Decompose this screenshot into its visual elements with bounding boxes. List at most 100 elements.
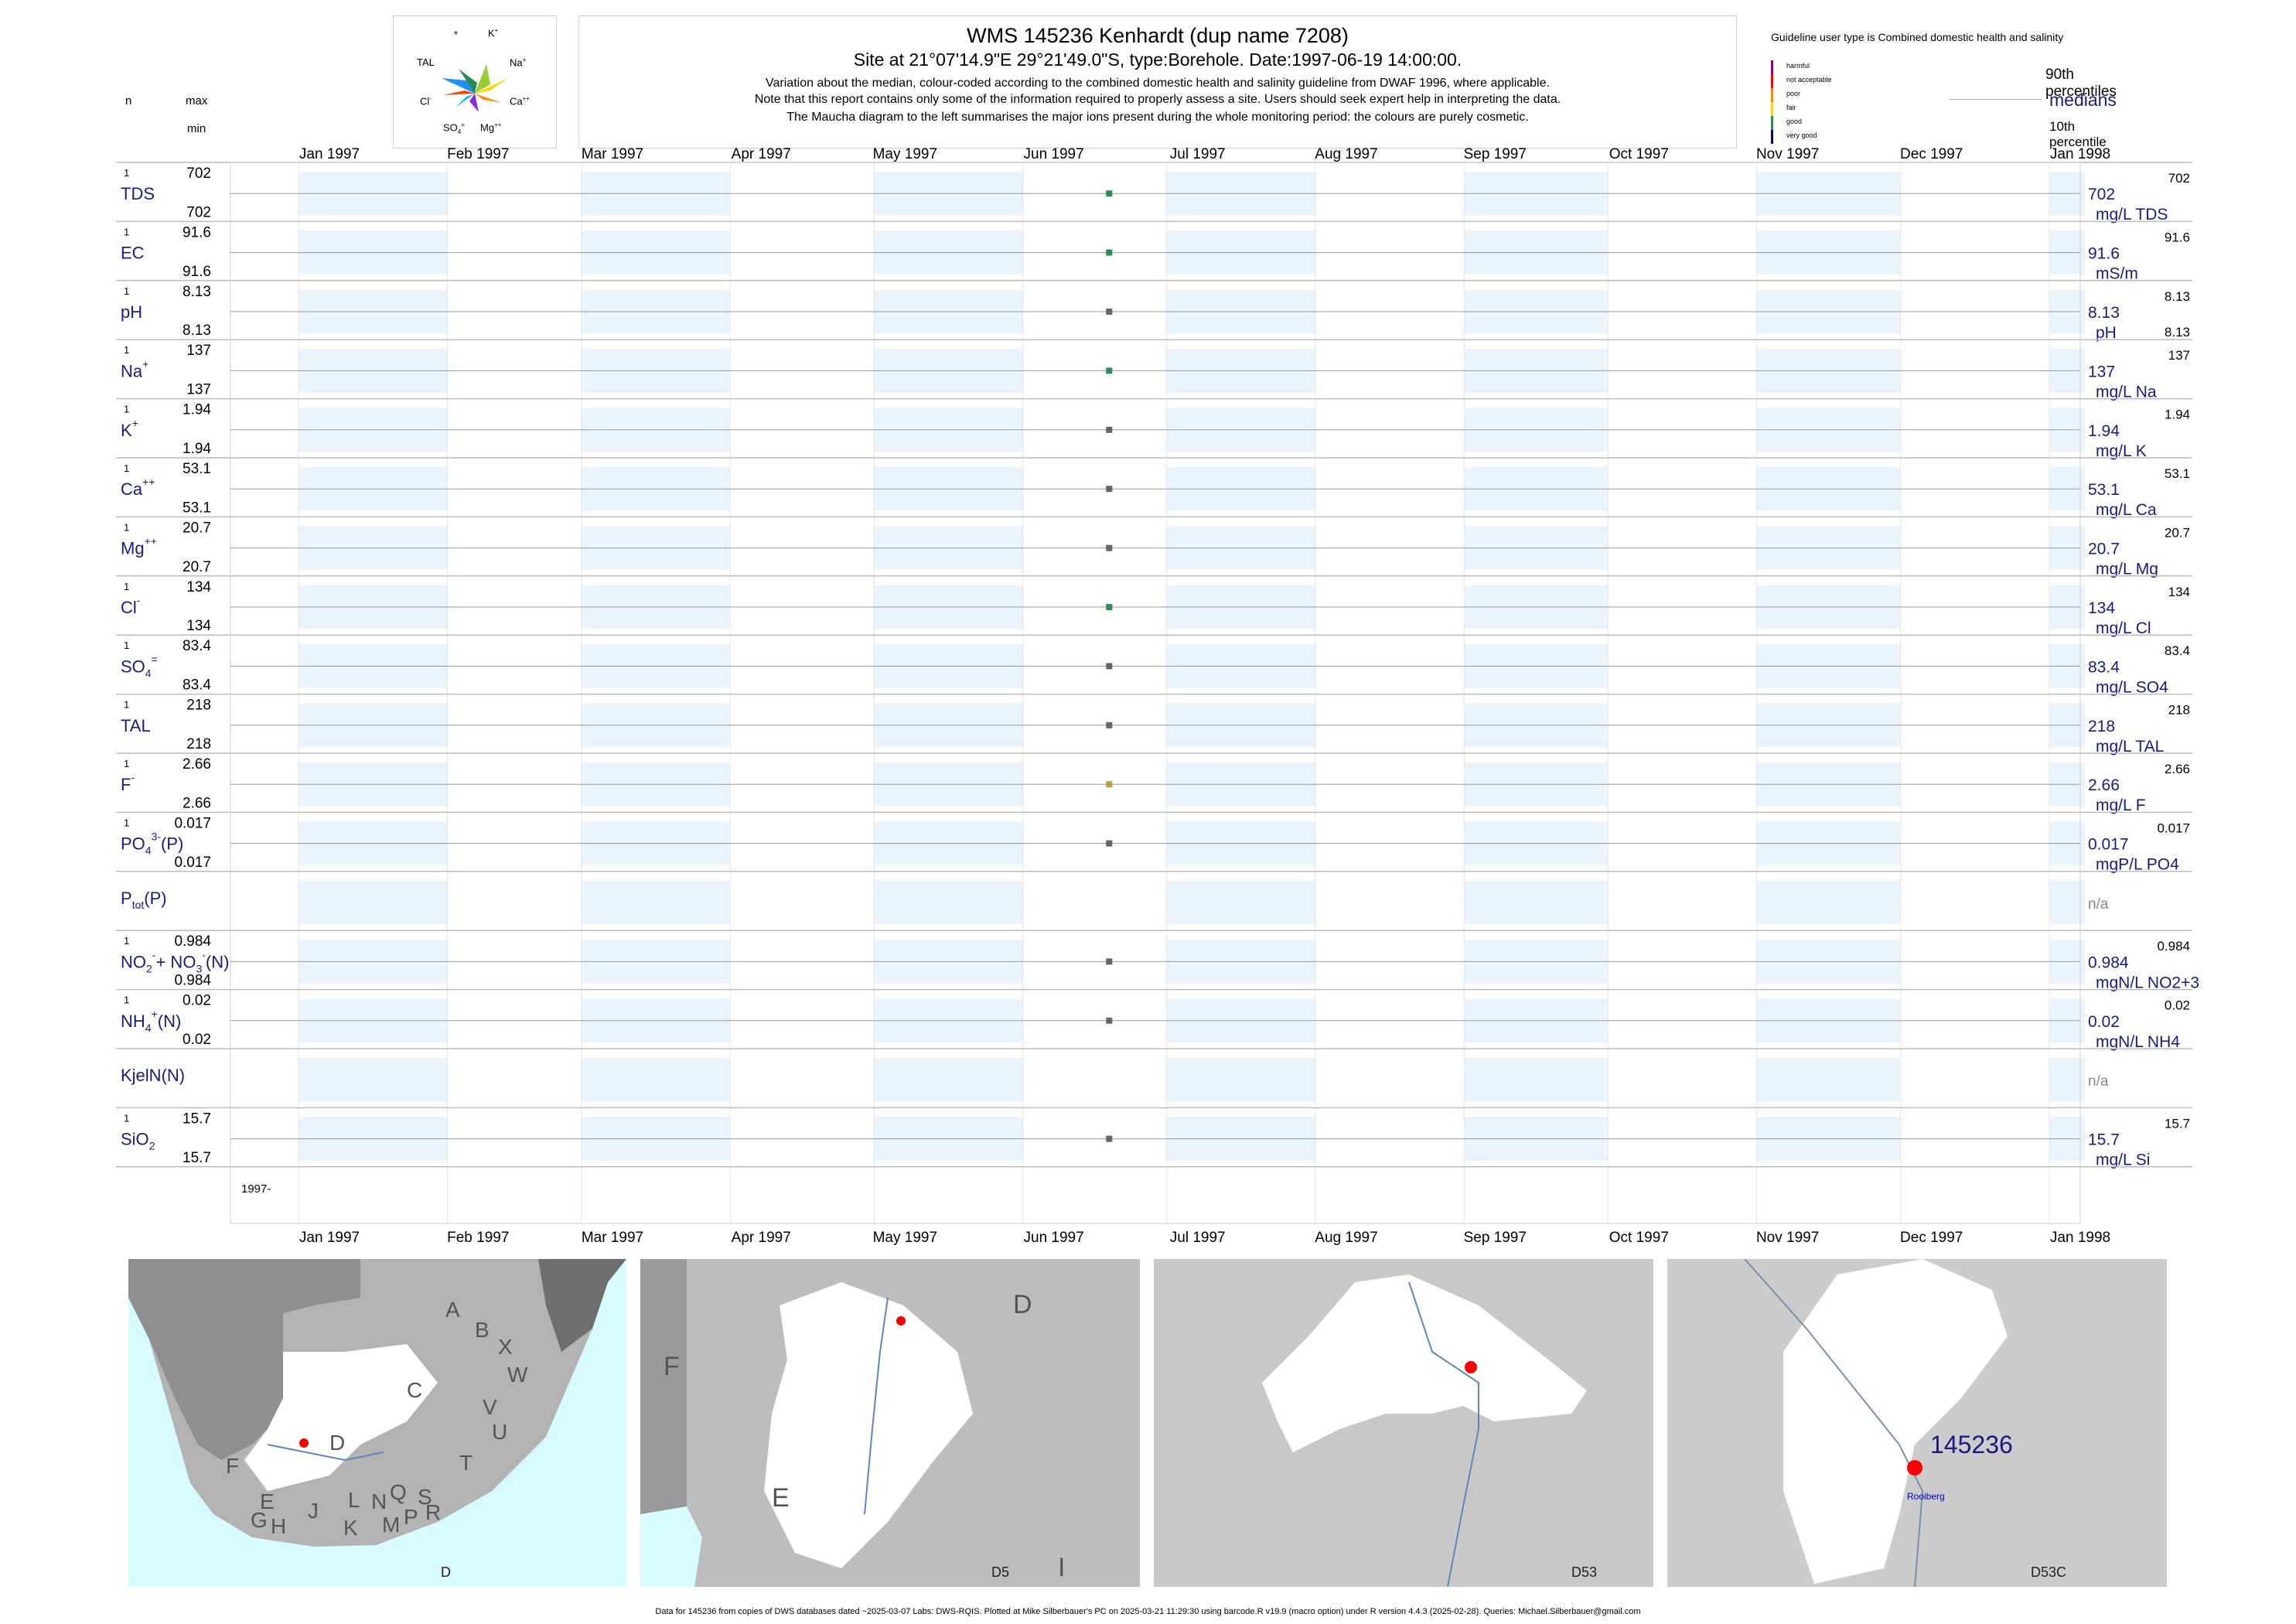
variable-label: TDS [121, 184, 155, 203]
site-marker [896, 1316, 906, 1325]
variable-label-part: + [152, 1008, 158, 1020]
data-point [1106, 367, 1112, 374]
row-p90: 0.017 [2157, 821, 2190, 835]
row-max: 218 [186, 698, 211, 714]
variable-label-part: + [142, 357, 148, 370]
row-max: 83.4 [183, 638, 211, 654]
row-min: 0.017 [174, 855, 211, 871]
map2-region-d: D [1013, 1290, 1032, 1320]
row-min: 8.13 [183, 322, 211, 339]
map-region-label: D [329, 1431, 345, 1455]
row-p90: 91.6 [2165, 230, 2190, 244]
map-region-label: H [271, 1514, 286, 1539]
row-median: 702 [2088, 186, 2115, 203]
variable-label-part: tot [132, 899, 145, 911]
row-p90: 134 [2168, 585, 2190, 599]
variable-label-part: Na [121, 361, 143, 380]
row-median: 8.13 [2088, 304, 2120, 322]
site-marker [299, 1438, 309, 1448]
x-tick-label-top: Jun 1997 [1024, 146, 1084, 162]
variable-label-part: SO [121, 657, 145, 676]
data-point [1106, 722, 1112, 728]
variable-label: Ca++​ [121, 476, 155, 499]
data-point [1106, 958, 1112, 964]
row-median: 0.02 [2088, 1013, 2120, 1031]
map2-region-f: F [664, 1352, 680, 1382]
row-p90: 0.984 [2157, 939, 2190, 954]
row-median: 0.017 [2088, 836, 2129, 854]
row-p90: 8.13 [2165, 289, 2190, 304]
variable-label-part: 4 [145, 1022, 152, 1034]
variable-label: F-​ [121, 771, 135, 794]
data-point [1106, 663, 1112, 669]
row-p90: 15.7 [2165, 1116, 2190, 1131]
row-p90: 1.94 [2165, 408, 2190, 422]
row-median: 134 [2088, 599, 2115, 617]
month-band [299, 1058, 447, 1101]
row-max: 8.13 [183, 284, 211, 300]
map-south-africa: D ABXCWDVUFTEJLNQSRGHKMP [128, 1259, 626, 1587]
variable-label: NH4​+​(N) [121, 1008, 181, 1034]
x-tick-label-bottom: Feb 1997 [447, 1230, 509, 1246]
x-tick-label-bottom: Jul 1997 [1170, 1230, 1226, 1246]
variable-label-part: NO [121, 952, 146, 971]
variable-label: TAL [121, 716, 151, 735]
row-median: 2.66 [2088, 776, 2120, 794]
x-tick-label-top: Oct 1997 [1609, 146, 1669, 162]
variable-label: K+​ [121, 417, 138, 440]
variable-label-part: P [121, 889, 132, 908]
row-min: 53.1 [183, 500, 211, 516]
variable-label: Ptot​(P) [121, 889, 167, 911]
row-max: 134 [186, 579, 211, 595]
row-min: 2.66 [183, 795, 211, 811]
row-n: 1 [124, 758, 129, 769]
variable-label: NO2​-​+ NO3​-​(N) [121, 948, 229, 974]
row-max: 91.6 [183, 224, 211, 241]
variable-label-part: ++ [142, 476, 155, 488]
map-region-label: M [382, 1513, 400, 1537]
x-tick-label-top: Nov 1997 [1756, 146, 1819, 162]
data-point [1106, 1018, 1112, 1024]
map-region-label: K [343, 1516, 358, 1540]
month-band [1464, 1058, 1608, 1101]
x-tick-label-top: Jul 1997 [1170, 146, 1226, 162]
row-p10: 8.13 [2165, 325, 2190, 339]
x-tick-label-bottom: Mar 1997 [582, 1230, 643, 1246]
row-median: n/a [2088, 896, 2109, 913]
row-n: 1 [124, 226, 129, 237]
variable-label: SO4​=​ [121, 653, 158, 679]
x-tick-label-bottom: Jan 1997 [299, 1230, 360, 1246]
x-tick-label-top: Feb 1997 [447, 146, 509, 162]
footer-credits: Data for 145236 from copies of DWS datab… [0, 1607, 2296, 1616]
map-region-label: G [251, 1508, 268, 1533]
row-median: 0.984 [2088, 954, 2129, 971]
map-region-label: L [348, 1488, 360, 1513]
row-max: 20.7 [183, 520, 211, 536]
variable-label-part: 2 [146, 962, 152, 974]
row-max: 702 [186, 165, 211, 182]
map-region-label: V [483, 1395, 497, 1420]
x-tick-label-bottom: May 1997 [873, 1230, 937, 1246]
row-n: 1 [124, 167, 129, 179]
map-region-label: R [425, 1500, 441, 1525]
variable-label-part: ++ [145, 535, 157, 548]
x-tick-label-bottom: Jan 1998 [2050, 1230, 2110, 1246]
data-point [1106, 427, 1112, 433]
variable-label: Na+​ [121, 357, 148, 380]
row-max: 15.7 [183, 1111, 211, 1127]
variable-label-part: Cl [121, 598, 137, 617]
row-p90: 2.66 [2165, 762, 2190, 776]
row-max: 0.984 [174, 933, 211, 950]
site-marker [1465, 1361, 1477, 1373]
row-n: 1 [124, 699, 129, 711]
row-max: 2.66 [183, 756, 211, 773]
row-min: 137 [186, 382, 211, 398]
row-p90: 53.1 [2165, 466, 2190, 481]
map2-region-i: I [1058, 1553, 1065, 1583]
row-median: 83.4 [2088, 658, 2120, 676]
variable-label-part: + [132, 417, 138, 429]
row-max: 0.017 [174, 815, 211, 831]
data-point [1106, 1136, 1112, 1142]
data-point [1106, 250, 1112, 256]
map2-region-e: E [772, 1483, 790, 1513]
